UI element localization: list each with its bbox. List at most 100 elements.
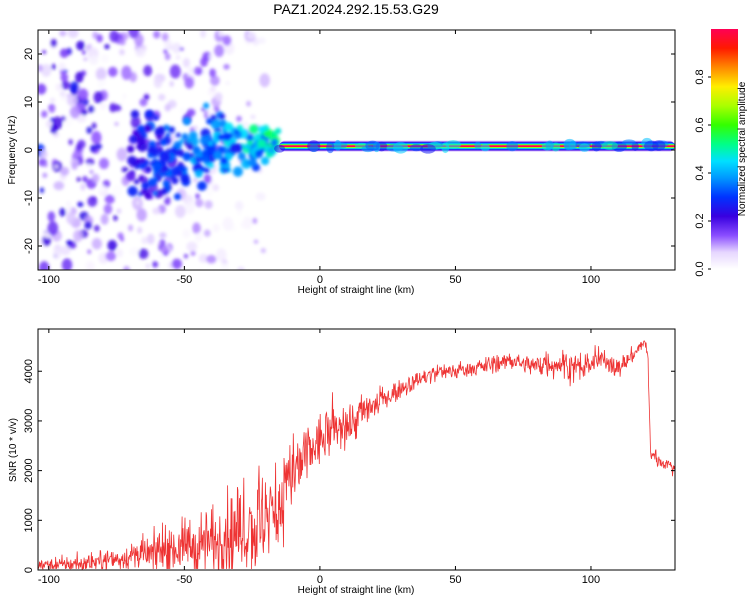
signal-band-fuzz: [441, 142, 450, 154]
transition-blob: [203, 102, 210, 109]
transition-blob: [270, 138, 279, 146]
noise-blob: [67, 30, 79, 39]
noise-blob: [163, 38, 172, 49]
transition-blob: [246, 134, 254, 142]
transition-blob: [182, 153, 191, 162]
noise-blob: [152, 261, 159, 268]
spectrogram-x-tick-label: 0: [317, 274, 323, 286]
noise-blob: [145, 263, 151, 269]
snr-y-axis-label: SNR (10 * v/v): [8, 418, 19, 482]
noise-blob: [240, 221, 247, 229]
noise-blob: [86, 163, 92, 168]
noise-blob: [255, 192, 266, 201]
noise-blob: [58, 62, 66, 73]
transition-blob: [234, 129, 240, 135]
transition-blob: [161, 188, 168, 195]
noise-blob: [171, 258, 182, 270]
spectrogram-x-tick-label: -50: [176, 274, 192, 286]
noise-blob: [60, 72, 69, 82]
snr-x-tick-label: -100: [38, 574, 60, 586]
noise-blob: [60, 91, 68, 102]
noise-blob: [183, 253, 189, 259]
transition-blob: [171, 166, 181, 176]
noise-blob: [66, 207, 72, 214]
noise-blob: [38, 64, 43, 72]
spectrogram-y-tick-label: 20: [23, 48, 35, 60]
noise-blob: [38, 83, 47, 95]
transition-blob: [257, 149, 263, 155]
transition-blob: [135, 135, 146, 145]
spectrogram-x-tick-label: -100: [38, 274, 60, 286]
signal-band-fuzz: [601, 141, 618, 151]
noise-blob: [179, 47, 184, 51]
noise-blob: [203, 174, 212, 185]
noise-blob: [88, 54, 99, 66]
noise-blob: [59, 30, 67, 37]
noise-blob: [48, 103, 56, 113]
noise-blob: [128, 30, 140, 39]
noise-blob: [87, 196, 98, 207]
noise-blob: [108, 66, 118, 77]
transition-blob: [175, 132, 181, 138]
noise-blob: [107, 239, 118, 252]
transition-blob: [141, 181, 150, 190]
transition-blob: [160, 152, 171, 163]
transition-blob: [217, 133, 224, 141]
signal-band-fuzz: [445, 140, 462, 149]
transition-blob: [171, 177, 179, 185]
noise-blob: [161, 32, 169, 42]
noise-blob: [93, 225, 100, 232]
transition-blob: [162, 165, 169, 173]
transition-blob: [232, 166, 244, 177]
noise-blob: [111, 184, 123, 199]
noise-blob: [143, 65, 153, 77]
transition-blob: [186, 143, 194, 151]
noise-blob: [164, 53, 171, 61]
noise-blob: [76, 40, 85, 51]
colorbar-tick-label: 0.8: [694, 69, 706, 84]
noise-blob: [63, 115, 73, 128]
transition-blob: [197, 181, 207, 191]
noise-blob: [182, 57, 190, 68]
spectrogram-y-tick-label: -20: [23, 238, 35, 254]
noise-blob: [220, 262, 230, 270]
noise-blob: [179, 107, 185, 113]
noise-blob: [119, 39, 126, 46]
noise-blob: [43, 162, 48, 168]
colorbar-ticks: 0.0 0.2 0.4 0.6 0.8: [694, 69, 711, 277]
noise-blob: [246, 100, 251, 107]
transition-blob: [260, 156, 270, 166]
noise-blob: [69, 81, 79, 93]
snr-y-tick-label: 4000: [23, 359, 35, 383]
noise-blob: [200, 107, 206, 112]
noise-blob: [204, 200, 213, 209]
noise-blob: [83, 57, 88, 62]
noise-blob: [155, 64, 164, 72]
noise-blob: [260, 248, 266, 254]
spectrogram-x-tick-label: 100: [582, 274, 600, 286]
noise-blob: [182, 228, 191, 239]
signal-band-fuzz: [420, 144, 436, 154]
noise-blob: [139, 98, 148, 107]
transition-blob: [138, 174, 146, 183]
transition-blob: [129, 135, 138, 144]
noise-blob: [113, 215, 118, 222]
noise-blob: [216, 248, 227, 262]
noise-blob: [113, 104, 122, 112]
transition-blob: [210, 118, 221, 130]
noise-blob: [104, 44, 110, 50]
noise-blob: [192, 222, 201, 234]
noise-blob: [195, 232, 203, 242]
noise-blob: [41, 110, 48, 118]
transition-blob: [156, 134, 163, 141]
noise-blob: [197, 266, 203, 270]
noise-blob: [47, 211, 56, 222]
signal-band-fuzz: [334, 139, 342, 151]
noise-blob: [186, 108, 196, 117]
noise-blob: [158, 254, 164, 259]
noise-blob: [159, 232, 167, 239]
noise-blob: [212, 184, 220, 192]
noise-blob: [120, 236, 125, 242]
transition-blob: [230, 137, 237, 144]
